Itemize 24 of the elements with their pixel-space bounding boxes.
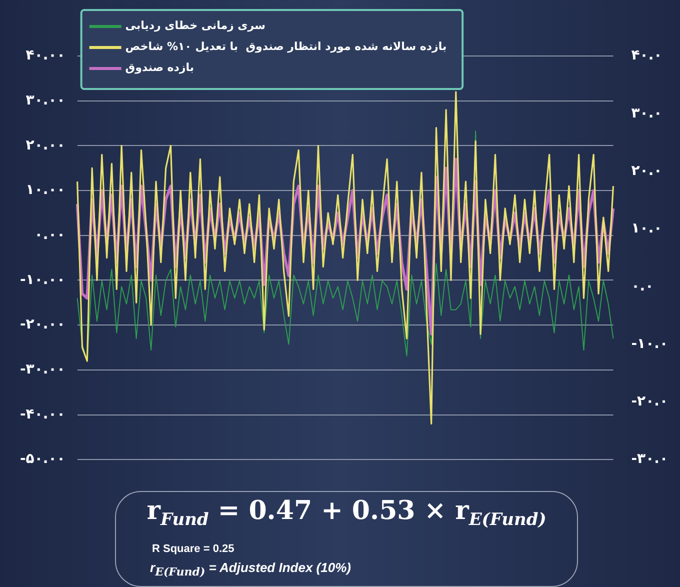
y2-tick-label: -۲۰.۰ xyxy=(631,394,668,410)
y-tick-label: ۱۰.۰۰ xyxy=(26,182,66,198)
y2-tick-label: ۰.۰ xyxy=(631,278,654,294)
text: R Square = 0.25 xyxy=(152,543,234,555)
text: r$_{Fund}$ = 0.47 + 0.53 × r$_{E(Fund)}$ xyxy=(146,496,548,530)
legend-label: بازده صندوق xyxy=(125,60,194,74)
y-tick-label: ۴۰.۰۰ xyxy=(26,48,66,64)
y2-tick-label: ۴۰.۰ xyxy=(631,48,662,64)
legend-label: بازده سالانه شده مورد انتظار صندوق با تعدیل ۱۰% شاخص xyxy=(125,40,447,53)
y-tick-label: -۳۰.۰۰ xyxy=(20,362,66,378)
y2-tick-label: -۳۰.۰ xyxy=(631,451,668,468)
y-tick-label: -۱۰.۰۰ xyxy=(20,272,66,288)
y-tick-label: -۴۰.۰۰ xyxy=(20,406,66,422)
y-tick-label: ۰.۰۰ xyxy=(34,227,66,244)
legend-label: سری زمانی خطای ردیابی xyxy=(125,18,266,32)
y-tick-label: ۳۰.۰۰ xyxy=(26,92,66,108)
y-tick-label: ۲۰.۰۰ xyxy=(26,137,66,154)
y-tick-label: -۵۰.۰۰ xyxy=(20,451,66,468)
y2-tick-label: ۲۰.۰ xyxy=(631,162,662,179)
y-tick-label: -۲۰.۰۰ xyxy=(20,316,66,333)
y2-tick-label: ۳۰.۰ xyxy=(631,105,662,122)
y2-tick-label: ۱۰.۰ xyxy=(631,220,662,237)
text: r$_{E(Fund)}$ = Adjusted Index (10%) xyxy=(150,560,351,579)
y2-tick-label: -۱۰.۰ xyxy=(631,336,668,352)
